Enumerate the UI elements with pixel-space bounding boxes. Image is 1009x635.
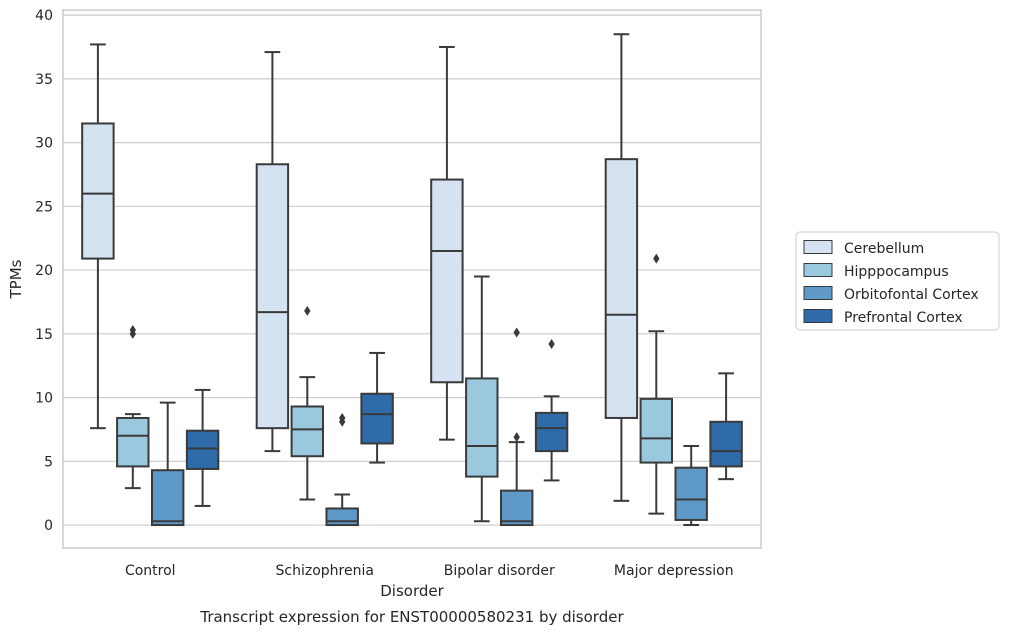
legend-label: Prefrontal Cortex [844, 310, 963, 326]
outlier-point [653, 253, 660, 264]
box-hipppocampus [116, 324, 150, 490]
x-axis-label: Disorder [380, 582, 444, 600]
y-tick-label: 10 [35, 391, 53, 407]
y-tick-label: 20 [35, 263, 53, 279]
box-body [116, 416, 150, 468]
box-body [185, 429, 220, 470]
box-orbitofontal-cortex [150, 401, 185, 527]
x-tick-label: Bipolar disorder [444, 563, 555, 579]
legend-label: Cerebellum [844, 241, 924, 257]
y-tick-label: 5 [44, 454, 53, 470]
legend-frame [795, 231, 1000, 331]
box-prefrontal-cortex [185, 388, 220, 507]
chart-caption: Transcript expression for ENST0000058023… [199, 608, 624, 626]
box-body [604, 158, 639, 419]
box-body [499, 489, 534, 527]
boxes [81, 33, 743, 527]
box-body [360, 392, 394, 445]
box-orbitofontal-cortex [499, 327, 534, 527]
x-tick-label: Control [125, 563, 176, 579]
box-cerebellum [81, 43, 115, 430]
y-tick-label: 35 [35, 72, 53, 88]
box-body [430, 178, 464, 384]
box-body [709, 420, 743, 468]
outlier-point [513, 432, 520, 443]
box-hipppocampus [465, 275, 499, 523]
x-tick-labels: Control Schizophrenia Bipolar disorder Majo… [125, 563, 734, 579]
y-tick-label: 0 [44, 518, 53, 534]
box-body [534, 411, 569, 453]
box-cerebellum [255, 51, 290, 453]
y-tick-label: 40 [35, 8, 53, 24]
outlier-point [339, 412, 346, 423]
gridlines [63, 14, 761, 526]
box-body [81, 122, 115, 260]
outlier-point [304, 305, 311, 316]
box-cerebellum [430, 45, 464, 441]
legend-label: Hipppocampus [844, 264, 949, 280]
box-hipppocampus [639, 253, 674, 515]
legend-swatch [803, 263, 833, 277]
box-body [674, 466, 708, 521]
box-body [290, 405, 325, 458]
box-body [639, 397, 674, 464]
x-tick-label: Schizophrenia [276, 563, 374, 579]
box-prefrontal-cortex [360, 351, 394, 464]
box-body [325, 507, 359, 527]
outlier-point [513, 327, 520, 338]
box-prefrontal-cortex [534, 339, 569, 482]
y-tick-labels: 0 5 10 15 20 25 30 35 40 [35, 8, 53, 534]
legend-swatch [803, 309, 833, 323]
outlier-point [548, 339, 555, 350]
box-hipppocampus [290, 305, 325, 501]
legend: Cerebellum Hipppocampus Orbitofontal Corte… [795, 231, 1000, 331]
y-tick-label: 30 [35, 136, 53, 152]
y-axis-label: TPMs [7, 259, 25, 299]
box-orbitofontal-cortex [674, 445, 708, 527]
outlier-point [129, 324, 136, 335]
legend-swatch [803, 240, 833, 254]
box-cerebellum [604, 33, 639, 502]
plot-frame [62, 9, 762, 549]
y-tick-label: 15 [35, 327, 53, 343]
legend-swatch [803, 286, 833, 300]
x-tick-label: Major depression [614, 563, 734, 579]
box-prefrontal-cortex [709, 372, 743, 481]
box-body [465, 377, 499, 478]
y-tick-label: 25 [35, 199, 53, 215]
box-body [150, 469, 185, 527]
legend-label: Orbitofontal Cortex [844, 287, 979, 303]
box-orbitofontal-cortex [325, 412, 359, 527]
box-body [255, 163, 290, 430]
